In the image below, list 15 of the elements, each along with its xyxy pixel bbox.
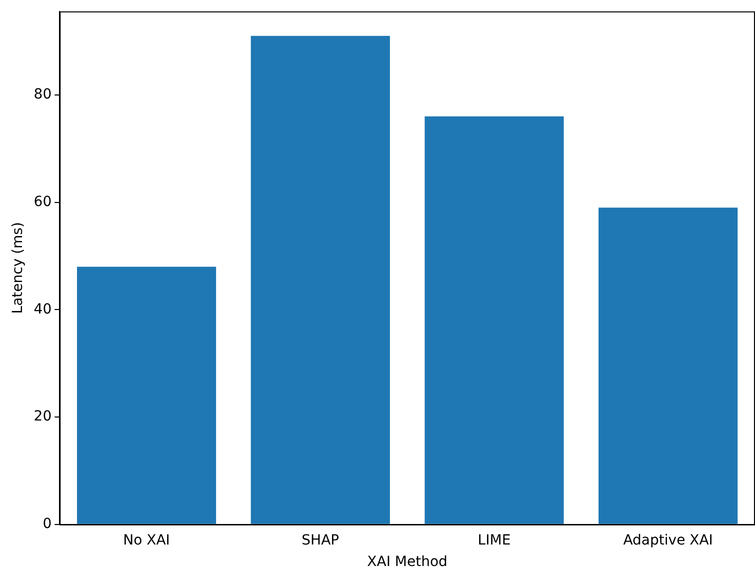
x-tick-label: Adaptive XAI — [623, 532, 713, 548]
x-axis-title: XAI Method — [367, 554, 448, 570]
y-axis-title: Latency (ms) — [10, 222, 26, 314]
y-tick-label: 60 — [34, 194, 52, 210]
bar — [598, 208, 738, 524]
bar — [250, 36, 390, 524]
y-tick-label: 0 — [42, 516, 52, 532]
y-tick-label: 20 — [34, 408, 52, 425]
y-tick-label: 40 — [34, 301, 52, 318]
x-tick-label: No XAI — [123, 532, 170, 548]
bar — [77, 266, 216, 524]
x-tick-label: SHAP — [302, 532, 340, 548]
bar — [424, 116, 564, 524]
x-tick-label: LIME — [478, 532, 511, 548]
y-tick-label: 80 — [34, 86, 52, 103]
